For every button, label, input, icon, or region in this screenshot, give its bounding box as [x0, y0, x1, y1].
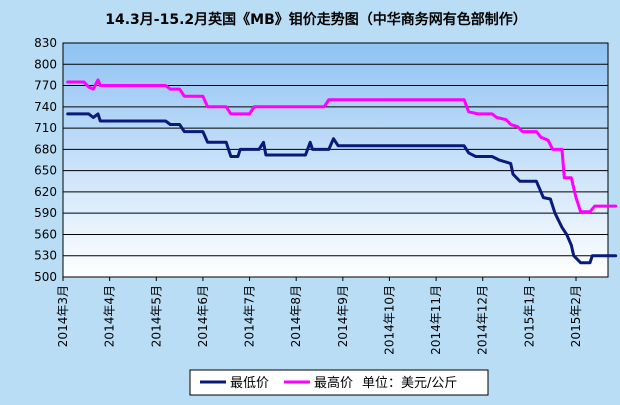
series [66, 78, 618, 265]
y-tick-label: 800 [34, 57, 57, 71]
y-tick-label: 560 [34, 227, 57, 241]
y-axis: 500 530 560 590 620 650 680 710 740 770 800 830 [34, 36, 57, 284]
y-tick-label: 650 [34, 164, 57, 178]
x-tick-label: 2014年3月 [56, 285, 70, 347]
series-line-low [66, 112, 618, 265]
legend: 最低价 最高价 单位：美元/公斤 [189, 369, 489, 396]
y-tick-label: 770 [34, 79, 57, 93]
y-tick-label: 530 [34, 249, 57, 263]
x-tick-label: 2014年10月 [382, 285, 396, 355]
x-tick-label: 2014年9月 [336, 285, 350, 347]
series-line-high [66, 78, 618, 214]
x-tick-label: 2014年7月 [243, 285, 257, 347]
x-tick-label: 2014年4月 [103, 285, 117, 347]
legend-label-low: 最低价 [230, 376, 269, 391]
x-axis: 2014年3月 2014年4月 2014年5月 2014年6月 2014年7月 2014年… [56, 277, 583, 355]
y-tick-label: 590 [34, 206, 57, 220]
legend-box [189, 369, 489, 396]
x-tick-label: 2014年11月 [429, 285, 443, 355]
y-tick-label: 500 [34, 270, 57, 284]
x-tick-label: 2014年5月 [149, 285, 163, 347]
x-tick-label: 2014年8月 [289, 285, 303, 347]
y-tick-label: 740 [34, 100, 57, 114]
y-tick-label: 680 [34, 142, 57, 156]
unit-note: 单位：美元/公斤 [362, 376, 457, 391]
legend-label-high: 最高价 [314, 375, 353, 391]
y-tick-label: 710 [34, 121, 57, 135]
x-tick-label: 2015年1月 [522, 285, 536, 347]
chart-title: 14.3月-15.2月英国《MB》钼价走势图（中华商务网有色部制作） [105, 11, 527, 28]
x-tick-label: 2015年2月 [569, 285, 583, 347]
plot-area [62, 42, 609, 278]
x-tick-label: 2014年12月 [476, 285, 490, 355]
y-tick-label: 830 [34, 36, 57, 50]
gridlines [63, 63, 608, 257]
x-tick-label: 2014年6月 [196, 285, 210, 347]
y-tick-label: 620 [34, 185, 57, 199]
